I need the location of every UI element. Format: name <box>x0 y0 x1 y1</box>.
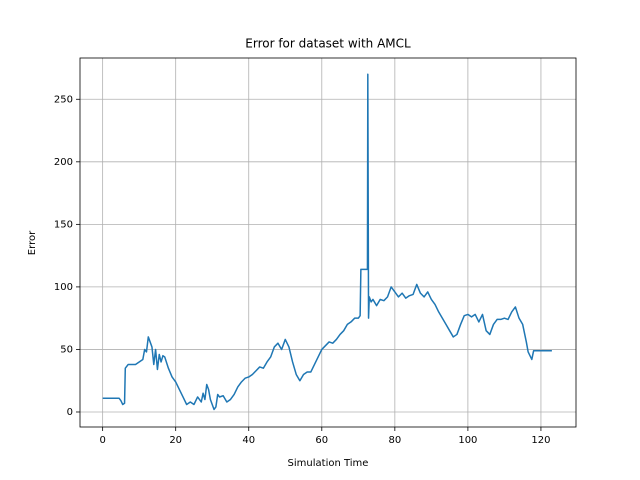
y-tick-label: 50 <box>60 344 73 355</box>
data-line <box>102 73 552 411</box>
y-tick-label: 250 <box>54 94 73 105</box>
x-tick-label: 100 <box>458 435 477 446</box>
plot-frame <box>79 57 577 428</box>
x-axis-label: Simulation Time <box>288 458 369 469</box>
x-tick-label: 60 <box>315 435 328 446</box>
y-tick-label: 200 <box>54 157 73 168</box>
y-tick-label: 150 <box>54 219 73 230</box>
x-tick-label: 120 <box>531 435 550 446</box>
y-tick-label: 100 <box>54 282 73 293</box>
x-tick-label: 40 <box>242 435 255 446</box>
chart-title: Error for dataset with AMCL <box>245 37 411 51</box>
y-axis-label: Error <box>27 230 38 255</box>
x-tick-label: 80 <box>388 435 401 446</box>
x-tick-label: 20 <box>169 435 182 446</box>
y-tick-label: 0 <box>67 407 73 418</box>
x-tick-label: 0 <box>99 435 105 446</box>
